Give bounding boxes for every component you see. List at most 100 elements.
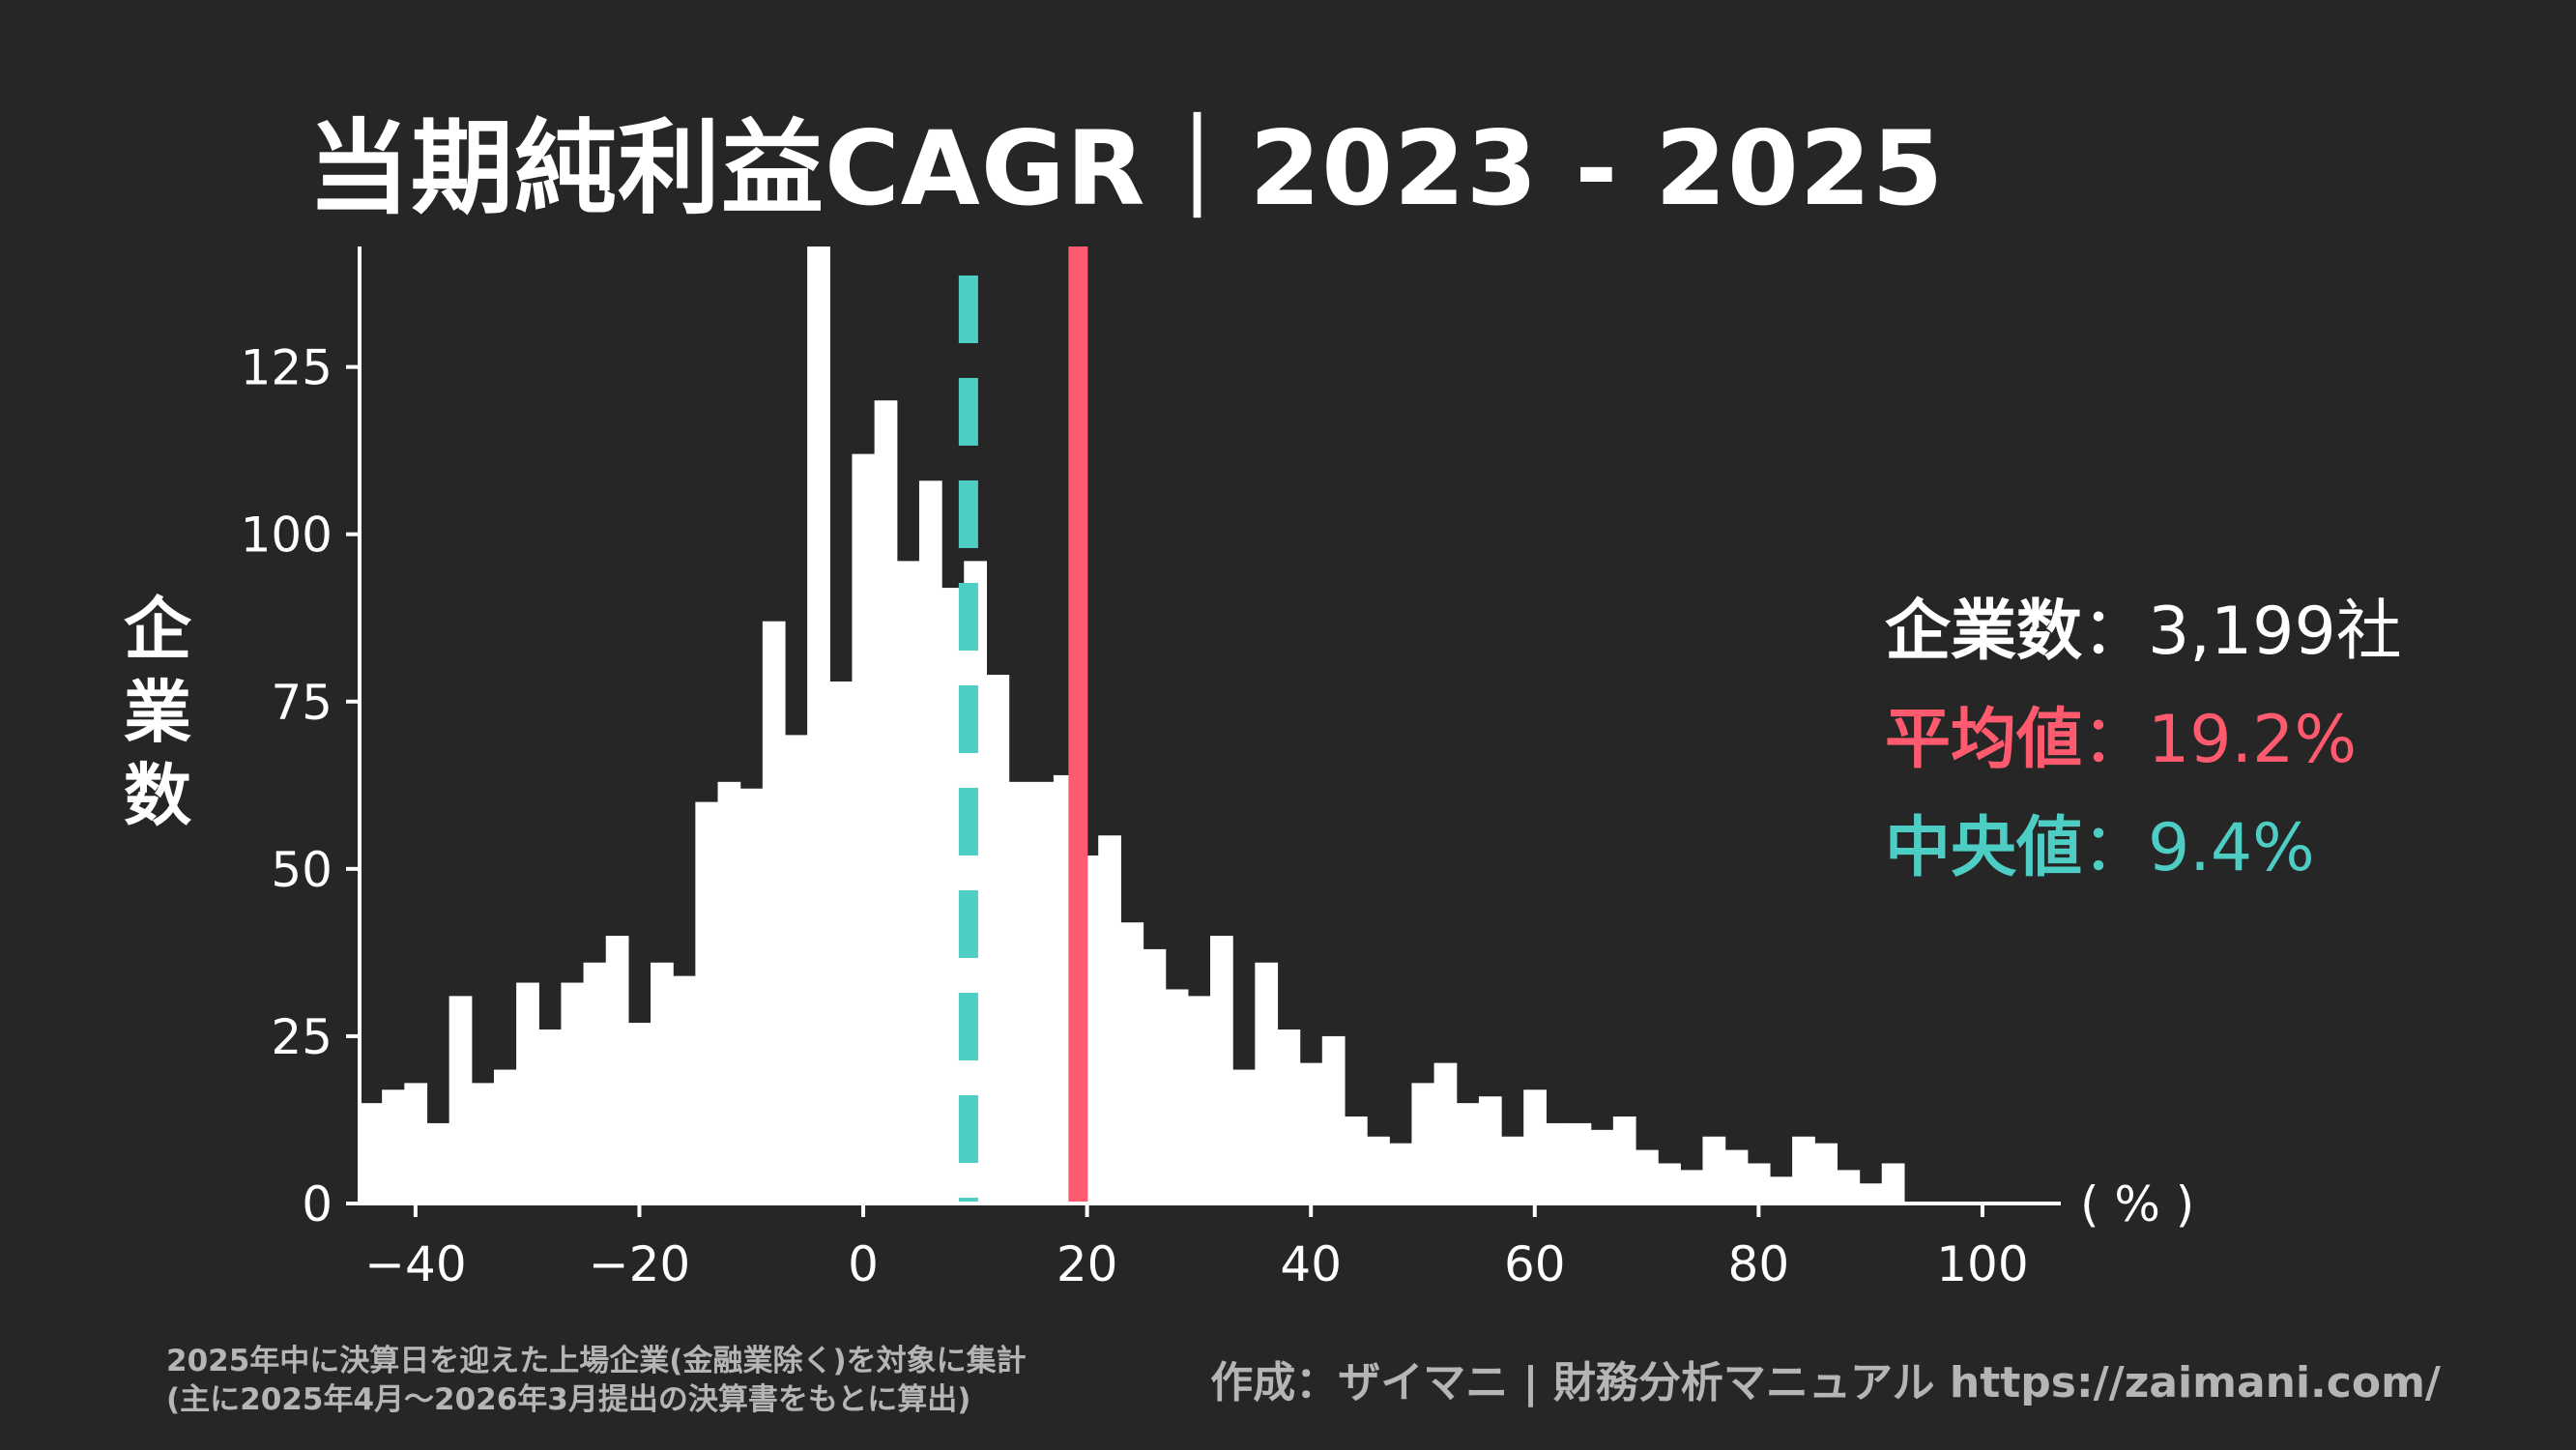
- company-count-label: 企業数: [1885, 594, 2083, 670]
- histogram-bar: [1680, 1170, 1704, 1204]
- histogram-bar: [538, 1030, 563, 1204]
- histogram-bar: [1321, 1035, 1346, 1204]
- mean-value: 19.2%: [2148, 702, 2358, 778]
- histogram-bar: [561, 982, 585, 1204]
- histogram-bar: [1612, 1116, 1636, 1204]
- x-tick-label: 20: [1056, 1236, 1118, 1292]
- stats-panel: 企業数：3,199社 平均値：19.2% 中央値：9.4%: [1885, 578, 2402, 903]
- histogram-bar: [1837, 1170, 1861, 1204]
- histogram-bar: [874, 400, 898, 1204]
- histogram-bar: [1120, 922, 1144, 1204]
- histogram-bar: [1165, 989, 1189, 1204]
- histogram-bar: [1433, 1062, 1458, 1204]
- histogram-bar: [673, 975, 696, 1204]
- x-tick-label: 40: [1280, 1236, 1342, 1292]
- histogram-bar: [1590, 1129, 1614, 1204]
- histogram-bar: [1792, 1136, 1815, 1204]
- histogram-bars: [360, 246, 1905, 1204]
- histogram-bar: [852, 453, 876, 1204]
- histogram-bar: [382, 1089, 405, 1204]
- histogram-bar: [1232, 1069, 1256, 1204]
- histogram-bar: [1769, 1176, 1793, 1204]
- histogram-bar: [583, 962, 607, 1204]
- y-tick-label: 125: [241, 340, 333, 396]
- y-axis-label: 企 業 数: [114, 588, 201, 837]
- histogram-bar: [1881, 1163, 1905, 1204]
- histogram-bar: [986, 675, 1010, 1204]
- reference-lines: [958, 246, 1088, 1204]
- company-count-value: 3,199社: [2148, 594, 2402, 670]
- histogram-bar: [1187, 996, 1211, 1204]
- histogram-bar: [785, 735, 808, 1204]
- histogram-bar: [1635, 1149, 1659, 1204]
- x-tick-label: 60: [1504, 1236, 1566, 1292]
- histogram-bar: [918, 480, 942, 1204]
- x-tick-label: −40: [364, 1236, 467, 1292]
- histogram-bar: [1702, 1136, 1726, 1204]
- median-row: 中央値：9.4%: [1885, 795, 2402, 903]
- histogram-bar: [1478, 1096, 1502, 1204]
- histogram-bar: [493, 1069, 517, 1204]
- histogram-bar: [1389, 1143, 1413, 1204]
- histogram-bar: [1030, 781, 1055, 1204]
- x-tick-label: −20: [589, 1236, 691, 1292]
- histogram-bar: [1299, 1062, 1323, 1204]
- chart-axes: 0 25 50 75 100 125 −40 −20 0 20 40 60 80 100 ( % ): [241, 246, 2194, 1292]
- separator: ：: [2082, 810, 2149, 886]
- x-tick-label: 100: [1936, 1236, 2028, 1292]
- histogram-bar: [426, 1122, 450, 1204]
- histogram-bar: [1277, 1030, 1301, 1204]
- histogram-bar: [1210, 936, 1233, 1204]
- histogram-bar: [1143, 948, 1167, 1204]
- histogram-bar: [471, 1083, 495, 1204]
- y-tick-label: 25: [271, 1009, 333, 1065]
- histogram-bar: [449, 996, 473, 1204]
- y-axis-label-char: 企: [124, 590, 191, 669]
- histogram-bar: [1367, 1136, 1390, 1204]
- credit-text: 作成：ザイマニ | 財務分析マニュアル https://zaimani.com/: [1210, 1358, 2441, 1407]
- median-value: 9.4%: [2148, 810, 2315, 886]
- y-axis-label-char: 数: [124, 756, 191, 835]
- histogram-bar: [739, 788, 764, 1204]
- histogram-bar: [695, 801, 719, 1204]
- histogram-bar: [1859, 1183, 1883, 1204]
- histogram-bar: [1523, 1089, 1547, 1204]
- x-axis-unit-label: ( % ): [2080, 1176, 2194, 1232]
- y-tick-label: 100: [241, 508, 333, 564]
- y-axis-label-char: 業: [124, 673, 191, 752]
- histogram-bar: [1098, 835, 1121, 1204]
- histogram-bar: [762, 621, 786, 1204]
- mean-row: 平均値：19.2%: [1885, 686, 2402, 795]
- histogram-bar: [1008, 781, 1032, 1204]
- histogram-bar: [404, 1083, 428, 1204]
- histogram-bar: [1456, 1103, 1480, 1204]
- company-count-row: 企業数：3,199社: [1885, 578, 2402, 686]
- histogram-bar: [1658, 1163, 1681, 1204]
- histogram-bar: [605, 936, 629, 1204]
- chart-title: 当期純利益CAGR｜2023 - 2025: [307, 109, 1945, 228]
- histogram-bar: [1501, 1136, 1524, 1204]
- y-tick-label: 75: [271, 675, 333, 731]
- separator: ：: [2082, 594, 2149, 670]
- histogram-bar: [829, 682, 854, 1204]
- median-label: 中央値: [1885, 810, 2083, 886]
- y-tick-label: 50: [271, 842, 333, 898]
- x-tick-label: 80: [1728, 1236, 1790, 1292]
- histogram-bar: [651, 962, 674, 1204]
- histogram-bar: [1568, 1122, 1592, 1204]
- histogram-bar: [360, 1103, 383, 1204]
- histogram-bar: [1747, 1163, 1771, 1204]
- x-tick-label: 0: [848, 1236, 879, 1292]
- mean-label: 平均値: [1885, 702, 2083, 778]
- histogram-bar: [896, 561, 920, 1204]
- histogram-bar: [1546, 1122, 1570, 1204]
- histogram-bar: [717, 781, 741, 1204]
- separator: ：: [2082, 702, 2149, 778]
- histogram-bar: [1724, 1149, 1749, 1204]
- histogram-bar: [1814, 1143, 1838, 1204]
- footnote-line: 2025年中に決算日を迎えた上場企業(金融業除く)を対象に集計: [166, 1344, 1027, 1378]
- histogram-bar: [516, 982, 539, 1204]
- histogram-bar: [1344, 1116, 1368, 1204]
